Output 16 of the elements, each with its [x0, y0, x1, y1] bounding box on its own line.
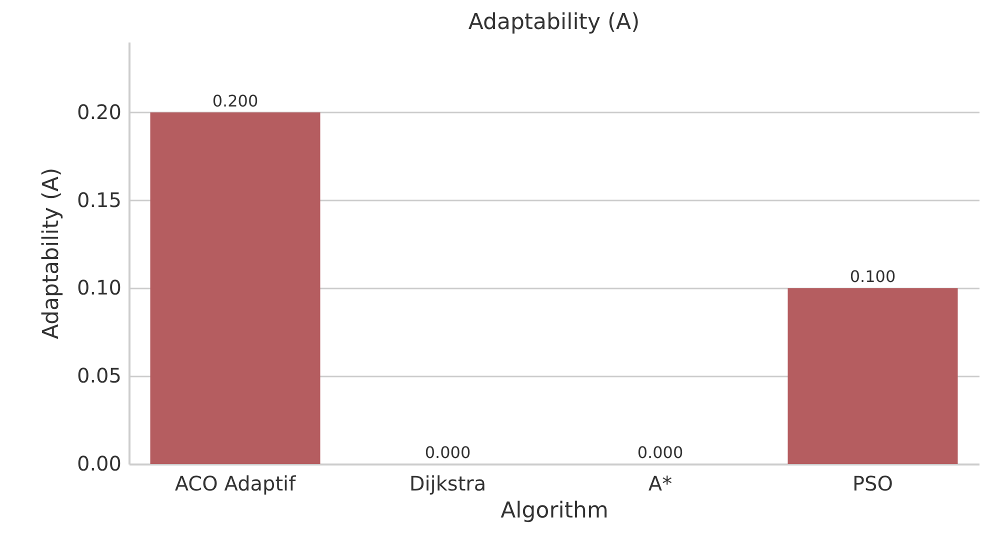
y-tick-label: 0.05 — [76, 364, 122, 388]
data-label: 0.000 — [637, 443, 684, 462]
y-tick-label: 0.10 — [76, 276, 122, 300]
data-label: 0.200 — [212, 91, 258, 110]
x-tick-label: ACO Adaptif — [174, 472, 297, 496]
y-tick-label: 0.00 — [76, 452, 122, 476]
data-label: 0.000 — [424, 443, 471, 462]
y-tick-label: 0.15 — [76, 188, 122, 212]
x-tick-label: PSO — [852, 472, 893, 496]
x-axis-title: Algorithm — [500, 498, 608, 524]
x-tick-label: A* — [648, 472, 672, 496]
chart-title: Adaptability (A) — [468, 10, 640, 35]
y-tick-label: 0.20 — [76, 100, 122, 124]
y-axis-title: Adaptability (A) — [38, 168, 64, 340]
x-tick-label: Dijkstra — [409, 472, 486, 496]
data-label: 0.100 — [850, 267, 896, 286]
